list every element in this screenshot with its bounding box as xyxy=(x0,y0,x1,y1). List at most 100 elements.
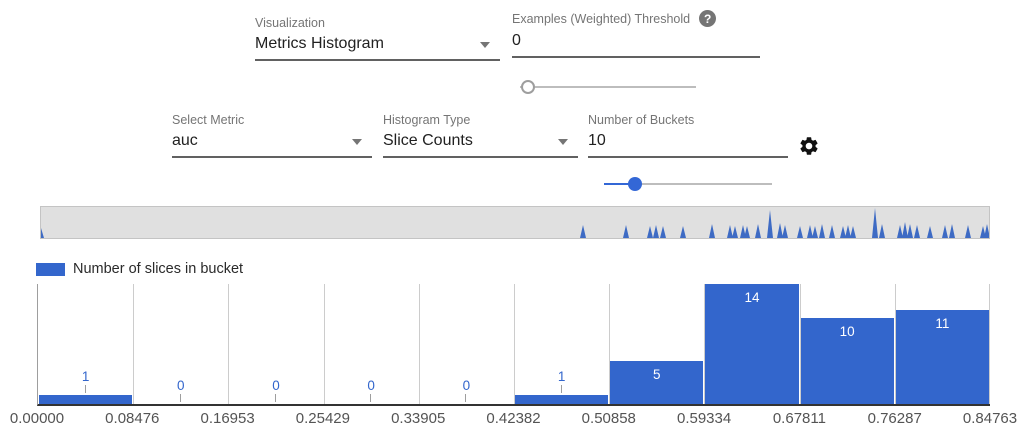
annotation-stem xyxy=(275,394,276,402)
overview-spike xyxy=(680,226,686,238)
bar-value-label: 10 xyxy=(839,324,855,339)
gridline xyxy=(418,284,420,404)
histogram-bar[interactable] xyxy=(895,310,989,404)
overview-spike xyxy=(767,210,773,238)
overview-spike xyxy=(647,226,653,238)
histogram-bar[interactable] xyxy=(800,318,894,404)
gridline xyxy=(133,284,135,404)
overview-spike xyxy=(755,224,761,238)
histogram-bar[interactable] xyxy=(705,284,799,404)
histogram-type-value[interactable]: Slice Counts xyxy=(383,132,578,158)
x-tick-label: 0.33905 xyxy=(391,410,446,427)
overview-spike xyxy=(782,225,788,238)
dropdown-arrow-icon[interactable] xyxy=(352,139,362,145)
histogram-bar[interactable] xyxy=(610,361,704,404)
overview-spike xyxy=(984,224,990,238)
threshold-field: Examples (Weighted) Threshold ? xyxy=(512,10,760,58)
annotation-stem xyxy=(84,385,86,393)
overview-spike xyxy=(660,226,666,238)
metric-dropdown[interactable]: Select Metric auc xyxy=(172,113,372,158)
overview-spike xyxy=(942,225,948,238)
overview-spike xyxy=(907,224,913,238)
histogram-type-dropdown[interactable]: Histogram Type Slice Counts xyxy=(383,113,578,158)
overview-spike xyxy=(819,224,825,238)
dropdown-arrow-icon[interactable] xyxy=(480,42,490,48)
visualization-value[interactable]: Metrics Histogram xyxy=(255,35,500,61)
bar-value-label: 0 xyxy=(462,378,471,393)
overview-spike xyxy=(797,226,803,238)
overview-spike xyxy=(38,228,44,238)
bar-value-label: 0 xyxy=(272,378,280,393)
chart-legend: Number of slices in bucket xyxy=(36,261,243,277)
x-tick-label: 0.67811 xyxy=(772,410,826,427)
metric-value[interactable]: auc xyxy=(172,132,372,158)
overview-spike xyxy=(732,226,738,238)
overview-spike xyxy=(709,224,715,238)
x-tick-label: 0.08476 xyxy=(105,410,160,427)
num-buckets-slider-fill xyxy=(604,183,636,185)
annotation-stem xyxy=(370,394,372,402)
num-buckets-field: Number of Buckets xyxy=(588,113,788,158)
overview-spike xyxy=(879,224,885,238)
settings-gear-icon[interactable] xyxy=(797,135,821,159)
num-buckets-slider[interactable] xyxy=(604,176,772,192)
overview-spike xyxy=(850,226,856,238)
overview-spike xyxy=(777,223,783,238)
gridline xyxy=(323,284,325,404)
gridline xyxy=(799,284,801,404)
threshold-slider-handle[interactable] xyxy=(521,80,535,94)
x-tick-label: 0.50858 xyxy=(581,410,636,427)
x-tick-label: 0.00000 xyxy=(9,410,65,427)
visualization-label: Visualization xyxy=(255,16,325,30)
overview-spike xyxy=(927,226,933,238)
annotation-stem xyxy=(179,394,181,402)
overview-spike xyxy=(744,226,750,238)
bar-value-label: 0 xyxy=(177,378,185,393)
overview-spike xyxy=(840,226,846,238)
num-buckets-input[interactable] xyxy=(588,132,788,158)
gridline xyxy=(704,284,706,404)
overview-spike xyxy=(740,225,746,238)
overview-spike xyxy=(980,226,986,238)
overview-spike xyxy=(965,225,971,238)
gridline xyxy=(609,284,611,404)
x-tick-label: 0.76287 xyxy=(867,410,922,427)
legend-label: Number of slices in bucket xyxy=(73,261,244,277)
overview-spike xyxy=(829,225,835,238)
bar-value-label: 14 xyxy=(744,290,760,305)
threshold-slider[interactable] xyxy=(520,79,696,95)
annotation-stem xyxy=(560,385,562,393)
overview-strip[interactable] xyxy=(38,206,990,239)
bar-value-label: 1 xyxy=(81,369,90,384)
threshold-label: Examples (Weighted) Threshold ? xyxy=(512,10,760,27)
overview-spike xyxy=(653,225,659,238)
x-tick-label: 0.42382 xyxy=(486,410,541,427)
overview-spike xyxy=(727,225,733,238)
visualization-dropdown[interactable]: Visualization Metrics Histogram xyxy=(255,16,500,61)
histogram-bar[interactable] xyxy=(515,395,609,404)
overview-spike xyxy=(914,225,920,238)
help-icon[interactable]: ? xyxy=(699,10,717,27)
x-tick-label: 0.59334 xyxy=(676,410,732,427)
overview-spike xyxy=(872,208,878,238)
overview-spike xyxy=(812,226,818,238)
bar-value-label: 1 xyxy=(557,369,566,384)
threshold-input[interactable] xyxy=(512,32,760,58)
overview-spike xyxy=(580,225,586,238)
num-buckets-slider-track[interactable] xyxy=(604,183,772,185)
threshold-slider-track[interactable] xyxy=(520,86,696,88)
bar-value-label: 5 xyxy=(653,367,661,382)
histogram-bar[interactable] xyxy=(39,395,133,404)
dropdown-arrow-icon[interactable] xyxy=(558,139,568,145)
bar-value-label: 11 xyxy=(935,316,950,331)
x-tick-label: 0.16953 xyxy=(200,410,255,427)
histogram-plot: 1 0 0 0 0 1 5 14 10 11 xyxy=(37,284,990,406)
num-buckets-label: Number of Buckets xyxy=(588,113,695,127)
overview-spike xyxy=(807,225,813,238)
overview-spike xyxy=(902,222,908,238)
bar-value-label: 0 xyxy=(367,378,375,393)
num-buckets-slider-handle[interactable] xyxy=(628,177,643,191)
legend-swatch xyxy=(36,262,65,276)
gear-icon xyxy=(800,137,818,155)
gridline xyxy=(894,284,896,404)
